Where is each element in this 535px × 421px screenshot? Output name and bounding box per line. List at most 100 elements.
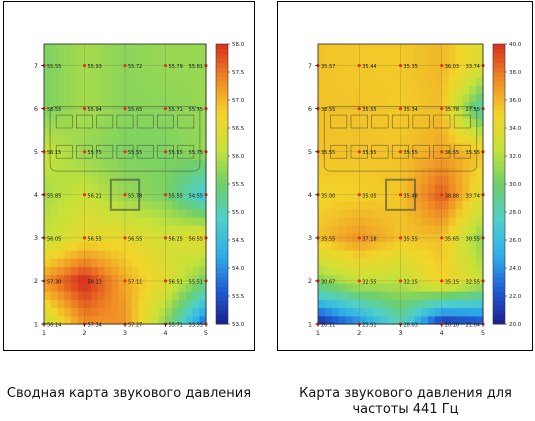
heatmap-cell <box>476 93 484 103</box>
heatmap-cell <box>71 109 79 119</box>
heatmap-cell <box>441 192 450 202</box>
seat-outline <box>371 144 389 159</box>
heatmap-cells <box>318 44 484 325</box>
heatmap-cell <box>428 200 436 210</box>
heatmap-cell <box>352 184 360 193</box>
heatmap-cell <box>77 258 86 267</box>
heatmap-cell <box>91 76 99 86</box>
heatmap-cell <box>57 216 65 226</box>
heatmap-cell <box>64 258 72 267</box>
colorbar-band <box>216 226 228 232</box>
colorbar-band <box>216 151 228 157</box>
y-tick-label: 7 <box>308 62 312 70</box>
heatmap-cell <box>407 134 415 144</box>
heatmap-cell <box>44 307 52 317</box>
heatmap-cell <box>441 184 450 193</box>
heatmap-cell <box>158 118 167 127</box>
heatmap-cell <box>421 134 429 144</box>
y-tick-label: 4 <box>34 191 38 199</box>
heatmap-cell <box>138 241 146 251</box>
heatmap-cell <box>407 151 415 160</box>
heatmap-cell <box>71 184 79 193</box>
heatmap-cell <box>462 299 470 309</box>
heatmap-cell <box>192 126 200 136</box>
heatmap-cell <box>199 299 207 309</box>
heatmap-cell <box>421 291 429 300</box>
heatmap-cell <box>352 60 360 70</box>
heatmap-cell <box>366 225 374 235</box>
heatmap-cell <box>421 299 429 309</box>
heatmap-cell <box>84 274 92 284</box>
heatmap-cell <box>118 109 126 119</box>
heatmap-cell <box>345 134 353 144</box>
heatmap-cell <box>428 134 436 144</box>
heatmap-cell <box>179 216 187 226</box>
heatmap-cell <box>64 76 72 86</box>
heatmap-cell <box>331 258 340 267</box>
heatmap-cell <box>373 266 381 276</box>
colorbar-band <box>216 249 228 255</box>
heatmap-cell <box>84 184 92 193</box>
heatmap-cell <box>118 291 126 300</box>
heatmap-cell <box>414 258 422 267</box>
heatmap-cell <box>138 315 146 325</box>
x-tick-label: 4 <box>163 329 167 337</box>
heatmap-cell <box>185 274 194 284</box>
heatmap-cell <box>331 200 340 210</box>
heatmap-cell <box>98 118 106 127</box>
heatmap-cell <box>185 282 194 292</box>
heatmap-cell <box>50 52 59 62</box>
heatmap-cell <box>345 60 353 70</box>
heatmap-cell <box>352 307 360 317</box>
heatmap-cell <box>366 142 374 152</box>
heatmap-cell <box>476 126 484 136</box>
heatmap-cell <box>373 93 381 103</box>
heatmap-cell <box>50 241 59 251</box>
heatmap-cell <box>338 249 347 259</box>
heatmap-cell <box>386 184 395 193</box>
heatmap-cell <box>111 258 119 267</box>
heatmap-cell <box>98 159 106 169</box>
colorbar-band <box>493 240 505 246</box>
heatmap-cell <box>441 274 450 284</box>
heatmap-cell <box>462 216 470 226</box>
heatmap-cell <box>331 192 340 202</box>
y-tick-label: 5 <box>308 148 312 156</box>
heatmap-cell <box>158 291 167 300</box>
heatmap-cell <box>131 159 140 169</box>
heatmap-cell <box>434 315 443 325</box>
heatmap-cell <box>318 315 326 325</box>
heatmap-cell <box>138 44 146 53</box>
heatmap-cell <box>359 192 367 202</box>
heatmap-cell <box>366 151 374 160</box>
heatmap-cell <box>50 151 59 160</box>
heatmap-cell <box>352 151 360 160</box>
heatmap-cell <box>145 167 153 177</box>
heatmap-cell <box>441 109 450 119</box>
heatmap-cell <box>448 118 457 127</box>
heatmap-cell <box>345 109 353 119</box>
heatmap-cell <box>172 175 180 185</box>
heatmap-cell <box>373 44 381 53</box>
measurement-point <box>123 236 127 240</box>
heatmap-cell <box>111 241 119 251</box>
heatmap-cell <box>428 118 436 127</box>
measurement-point <box>82 193 87 197</box>
heatmap-cell <box>393 208 402 218</box>
heatmap-cell <box>407 184 415 193</box>
heatmap-cell <box>91 307 99 317</box>
measurement-point <box>123 193 127 197</box>
heatmap-cell <box>345 76 353 86</box>
heatmap-cell <box>50 258 59 267</box>
heatmap-cell <box>393 68 402 78</box>
heatmap-cell <box>77 85 86 95</box>
heatmap-cell <box>366 307 374 317</box>
heatmap-cell <box>366 101 374 111</box>
heatmap-cell <box>57 68 65 78</box>
heatmap-cell <box>324 200 333 210</box>
heatmap-cell <box>185 126 194 136</box>
heatmap-cell <box>77 274 86 284</box>
heatmap-cell <box>199 159 207 169</box>
heatmap-cell <box>421 200 429 210</box>
